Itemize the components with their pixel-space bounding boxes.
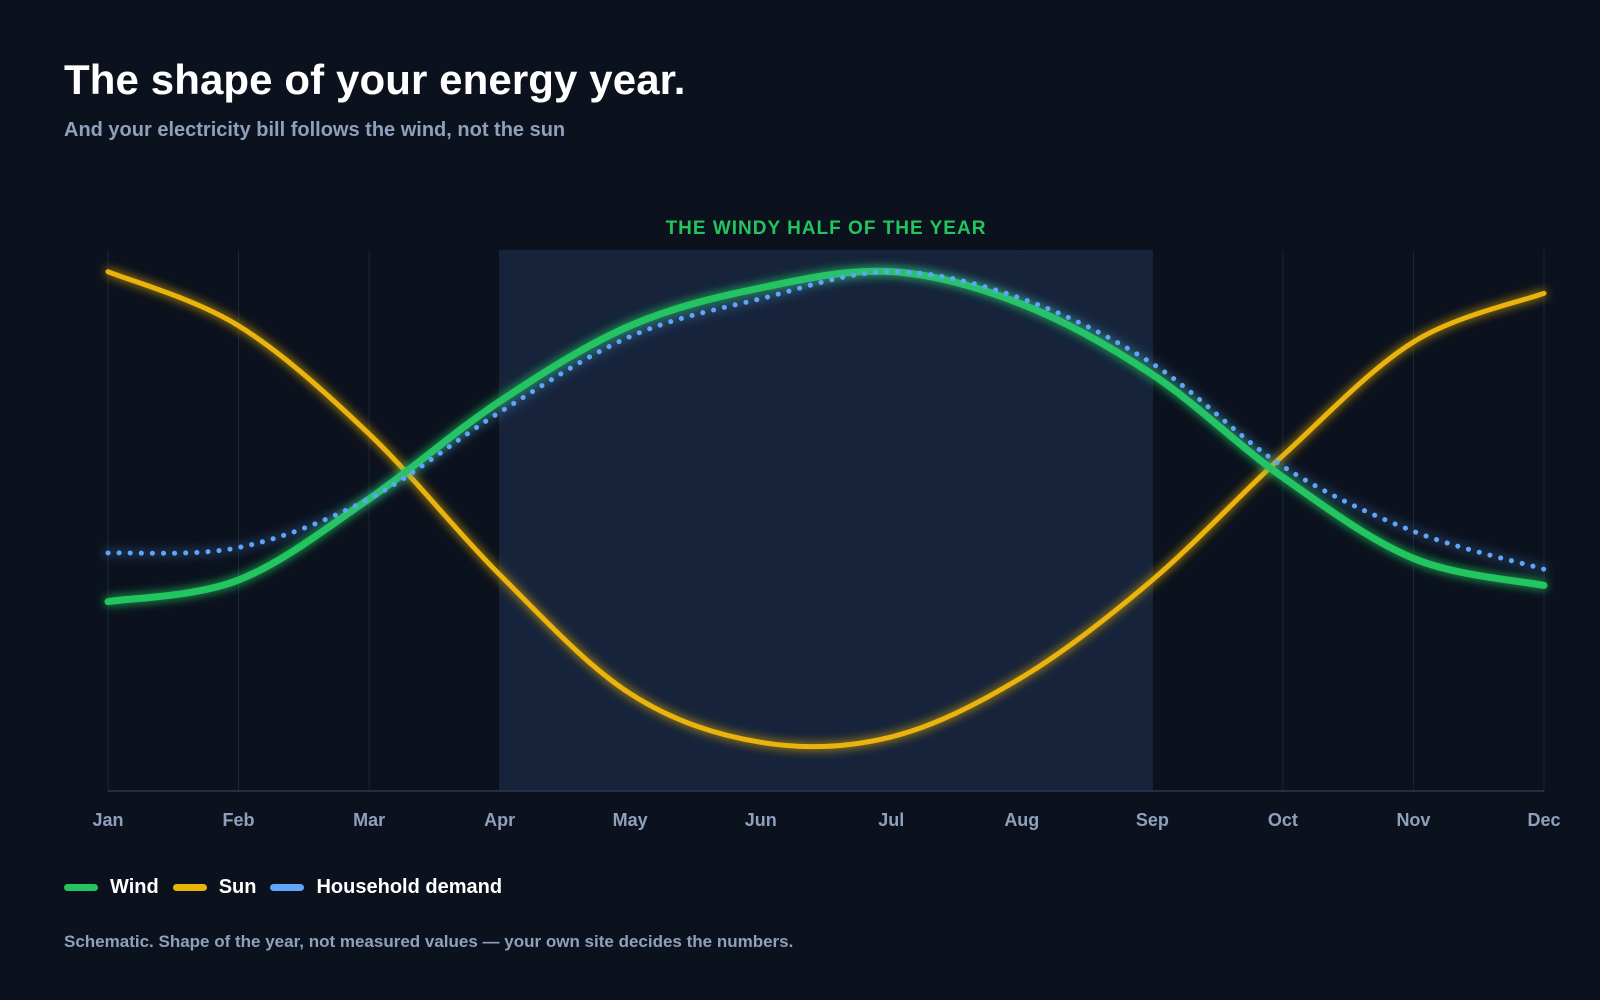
legend-label: Household demand [316,876,503,898]
legend-label: Wind [110,876,159,898]
x-tick-label: Feb [223,810,255,830]
legend-item-wind: Wind [64,876,159,899]
series-demand [105,269,1547,572]
legend: Wind Sun Household demand [64,876,516,899]
legend-item-sun: Sun [172,876,257,899]
x-tick-label: Nov [1396,810,1430,830]
demand-line [105,269,1547,572]
x-tick-label: Apr [484,810,515,830]
page-title: The shape of your energy year. [64,56,686,103]
x-tick-label: May [613,810,648,830]
x-tick-label: Jun [745,810,777,830]
band-label: THE WINDY HALF OF THE YEAR [666,218,987,239]
x-tick-label: Oct [1268,810,1298,830]
x-tick-label: Mar [353,810,385,830]
page-subtitle: And your electricity bill follows the wi… [64,119,566,141]
windy-half-band [499,250,1153,791]
sun-line [105,269,1547,750]
legend-swatch [270,884,305,891]
legend-swatch [64,884,98,891]
x-tick-label: Sep [1136,810,1169,830]
x-tick-label: Jul [878,810,904,830]
footnote: Schematic. Shape of the year, not measur… [64,932,794,951]
x-tick-label: Aug [1004,810,1039,830]
legend-swatch [172,884,207,891]
x-tick-label: Dec [1527,810,1560,830]
series-sun [105,269,1547,750]
legend-label: Sun [218,876,257,898]
legend-item-demand: Household demand [270,876,502,899]
x-tick-label: Jan [92,810,123,830]
